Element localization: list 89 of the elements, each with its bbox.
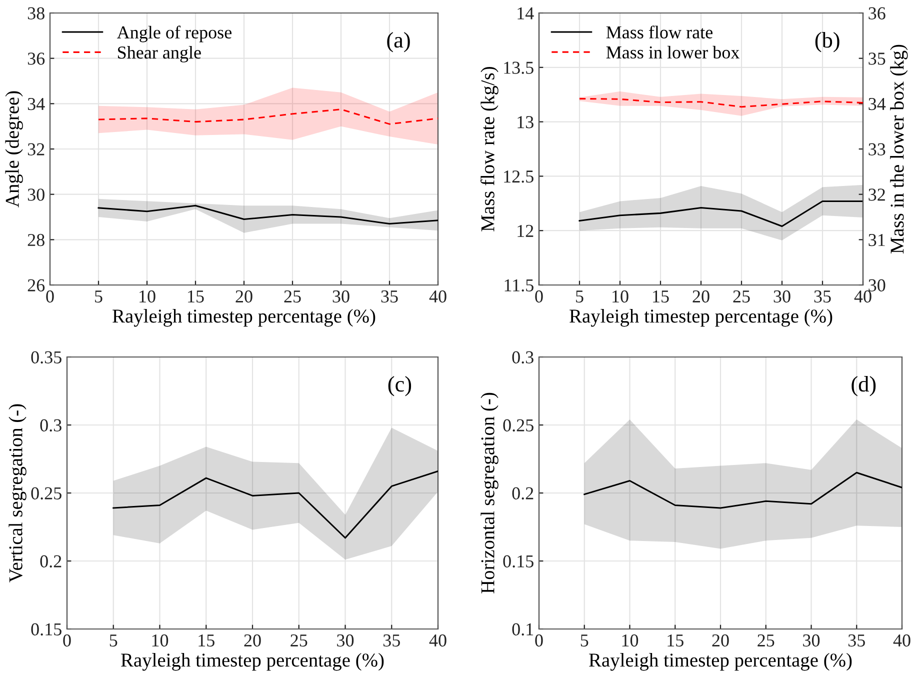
x-tick-label: 30 (803, 634, 820, 647)
x-tick-label: 35 (383, 634, 400, 647)
x-tick-label: 25 (290, 634, 308, 647)
x-tick-label: 20 (712, 634, 729, 647)
y-tick-label: 0.35 (31, 351, 62, 364)
legend-label: Angle of repose (116, 26, 232, 42)
x-axis-title: Rayleigh timestep percentage (%) (589, 653, 852, 671)
line-series (98, 108, 438, 125)
x-tick-label: 0 (63, 634, 71, 647)
x-tick-label: 5 (580, 634, 588, 647)
x-tick-label: 0 (46, 290, 54, 303)
y-tick-label: 0.15 (31, 623, 62, 636)
x-tick-label: 5 (110, 634, 118, 647)
x-tick-label: 0 (535, 290, 543, 303)
x-tick-label: 5 (95, 290, 102, 303)
y2-tick-label: 34 (868, 98, 886, 110)
x-tick-label: 15 (188, 290, 204, 303)
y-tick-label: 0.3 (512, 351, 534, 364)
y-axis-title: Horizontal segregation (-) (480, 392, 498, 594)
x-tick-label: 10 (612, 290, 628, 303)
x-tick-label: 40 (429, 634, 446, 647)
y-axis-title: Mass flow rate (kg/s) (480, 66, 498, 232)
x-tick-label: 35 (848, 634, 865, 647)
x-tick-label: 15 (653, 290, 669, 303)
y-tick-label: 0.2 (512, 487, 534, 500)
y-tick-label: 28 (28, 234, 44, 246)
legend-label: Shear angle (118, 46, 201, 62)
y-axis-title: Angle (degree) (5, 91, 23, 208)
y-tick-label: 13.5 (504, 62, 534, 74)
y2-tick-label: 31 (868, 234, 885, 246)
y-tick-label: 0.25 (503, 419, 534, 432)
x-tick-label: 40 (429, 290, 446, 303)
x-tick-label: 30 (332, 290, 350, 303)
y-tick-label: 30 (28, 188, 44, 201)
line-series (112, 470, 438, 539)
x-axis-title: Rayleigh timestep percentage (%) (121, 653, 384, 671)
y-tick-label: 0.3 (40, 419, 62, 432)
y-tick-label: 0.2 (40, 555, 62, 568)
x-axis-title: Rayleigh timestep percentage (%) (570, 309, 832, 327)
annotation: (d) (852, 376, 876, 396)
y-tick-label: 11.5 (504, 279, 534, 292)
y2-tick-label: 32 (868, 188, 885, 201)
x-tick-label: 10 (152, 634, 168, 647)
y-tick-label: 12.5 (504, 170, 534, 183)
legend-label: Mass flow rate (606, 26, 712, 38)
x-tick-label: 5 (576, 290, 584, 303)
x-tick-label: 20 (244, 634, 261, 647)
y2-tick-label: 35 (868, 52, 886, 65)
x-tick-label: 40 (854, 290, 872, 303)
y2-tick-label: 36 (868, 7, 886, 20)
x-tick-label: 25 (733, 290, 750, 303)
x-tick-label: 25 (758, 634, 774, 647)
x-tick-label: 15 (198, 634, 214, 647)
x-tick-label: 35 (814, 290, 831, 303)
y-tick-label: 0.15 (503, 555, 534, 568)
y-tick-label: 0.1 (512, 623, 534, 636)
y-tick-label: 34 (28, 98, 45, 110)
legend-label: Mass in lower box (606, 46, 740, 59)
x-tick-label: 15 (668, 634, 684, 647)
x-tick-label: 0 (535, 634, 543, 647)
x-tick-label: 10 (140, 290, 156, 303)
y-tick-label: 13 (518, 116, 534, 128)
x-tick-label: 40 (893, 634, 910, 647)
line-series (584, 472, 902, 509)
x-tick-label: 20 (692, 290, 710, 303)
y-tick-label: 12 (518, 224, 534, 237)
annotation: (c) (388, 376, 412, 396)
annotation: (a) (387, 32, 410, 52)
x-tick-label: 30 (774, 290, 790, 303)
y-tick-label: 0.25 (31, 487, 62, 500)
y-axis-title: Vertical segregation (-) (8, 404, 26, 582)
line-series (98, 204, 438, 225)
x-tick-label: 35 (381, 290, 398, 303)
y-tick-label: 26 (28, 279, 45, 292)
line-series (578, 98, 863, 108)
x-tick-label: 30 (337, 634, 354, 647)
y-tick-label: 36 (28, 52, 45, 65)
y-tick-label: 14 (518, 7, 534, 20)
x-tick-label: 25 (284, 290, 301, 303)
y-tick-label: 38 (28, 7, 44, 20)
annotation: (b) (815, 32, 840, 52)
y2-tick-label: 33 (868, 143, 886, 156)
x-tick-label: 20 (236, 290, 252, 303)
x-tick-label: 10 (622, 634, 638, 647)
line-series (578, 200, 863, 228)
y-tick-label: 32 (28, 143, 44, 156)
x-axis-title: Rayleigh timestep percentage (%) (112, 309, 376, 327)
y2-axis-title: Mass in the lower box (kg) (890, 44, 908, 254)
y2-tick-label: 30 (868, 279, 886, 292)
